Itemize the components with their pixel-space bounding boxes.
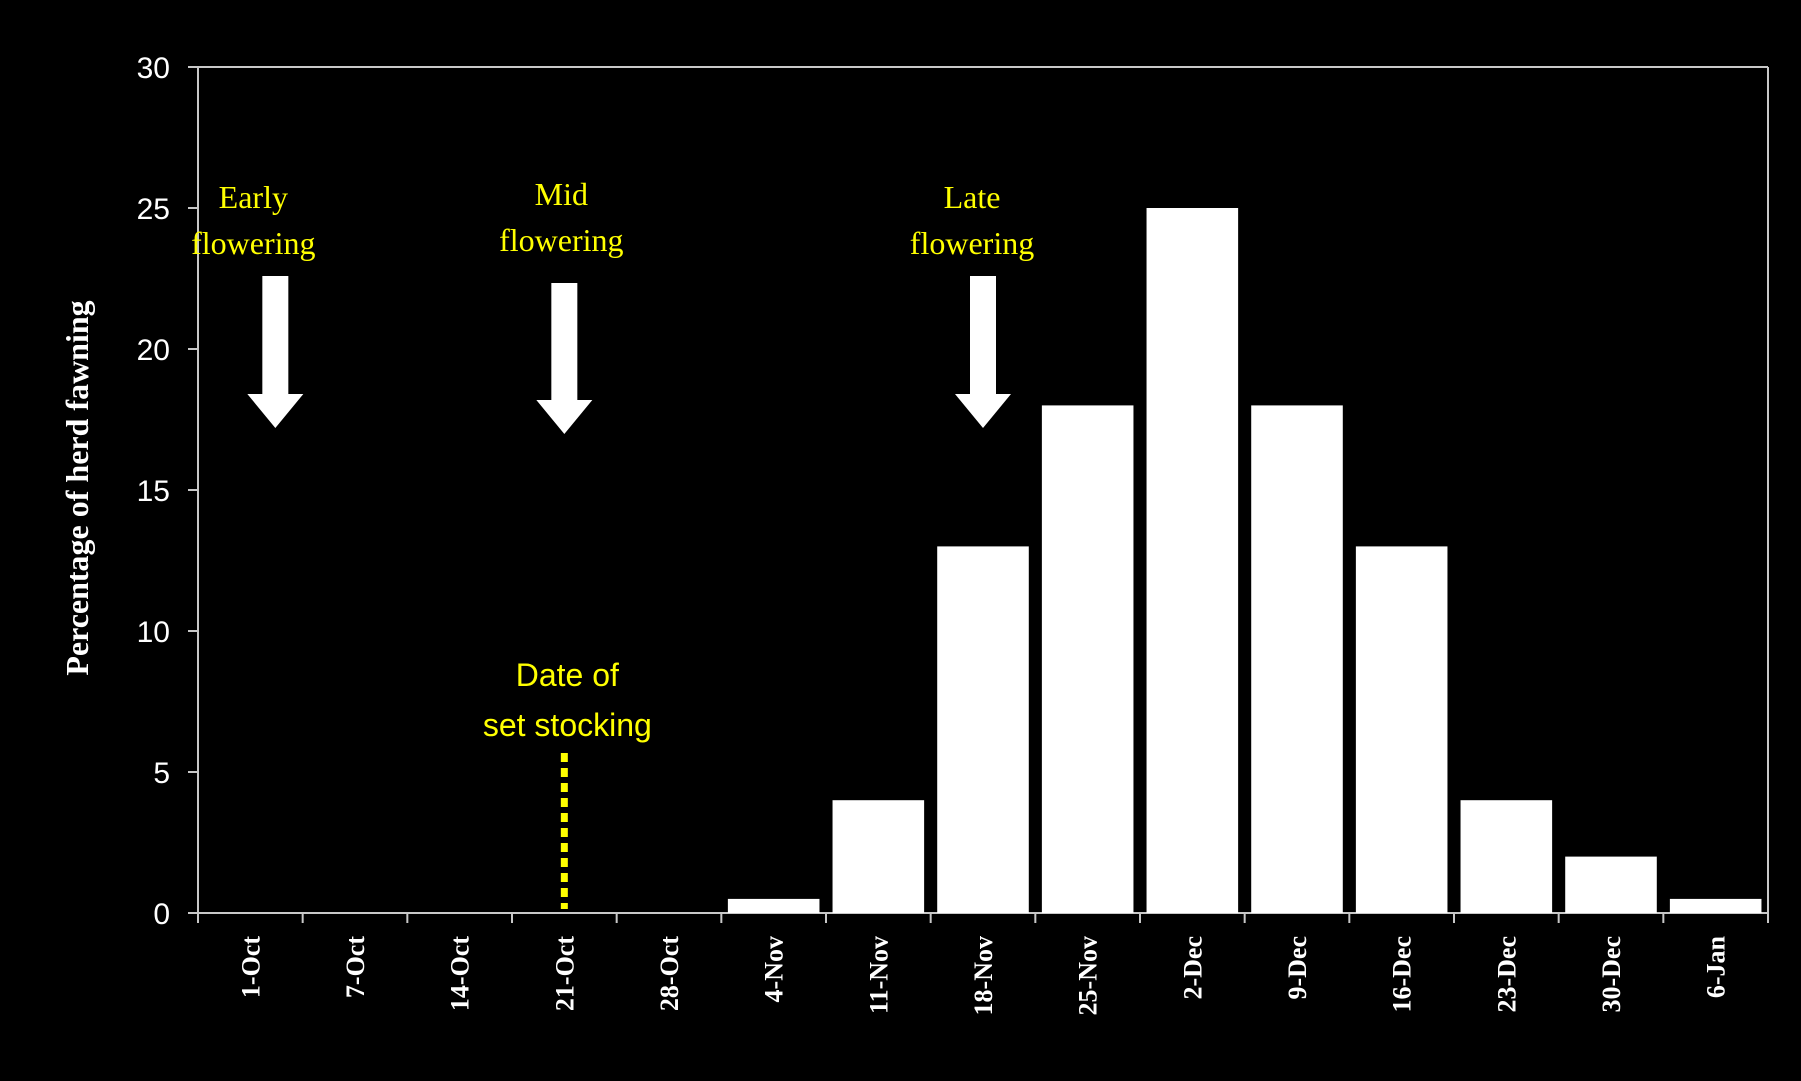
x-axis-ticks: 1-Oct 7-Oct 14-Oct 21-Oct 28-Oct 4-Nov 11-Nov 1… [197,913,1769,1015]
late-label-line: flowering [910,225,1034,261]
bar [1355,546,1448,913]
x-tick-label: 25-Nov [1074,936,1103,1015]
bar [1146,208,1239,913]
x-tick-label: 9-Dec [1283,936,1312,1000]
mid-label-line: flowering [499,222,623,258]
mid-label-line: Mid [535,176,588,212]
x-tick-label: 28-Oct [655,936,684,1011]
y-tick-label: 15 [137,475,170,508]
y-tick-label: 5 [153,757,170,790]
x-tick-label: 30-Dec [1597,936,1626,1013]
x-tick-label: 18-Nov [969,936,998,1015]
x-tick-label: 6-Jan [1702,935,1731,998]
y-tick-label: 0 [153,898,170,931]
bar [727,898,820,913]
x-tick-label: 14-Oct [446,936,475,1011]
x-tick-label: 1-Oct [236,936,265,998]
bar [937,546,1029,913]
mid-arrow-icon [536,283,593,434]
bar [1251,405,1343,913]
early-label-line: Early [219,179,288,215]
x-tick-label: 2-Dec [1178,936,1207,1000]
early-arrow-icon [247,276,304,428]
y-axis-ticks: 0 5 10 15 20 25 30 [137,52,198,931]
y-tick-label: 20 [137,334,170,367]
early-label-line: flowering [191,225,315,261]
y-tick-label: 25 [137,193,170,226]
x-tick-label: 16-Dec [1388,936,1417,1013]
stocking-label-line: Date of [516,657,619,693]
late-arrow-icon [955,276,1011,428]
y-tick-label: 10 [137,616,170,649]
x-tick-label: 21-Oct [550,936,579,1011]
stocking-label-line: set stocking [483,707,652,743]
bar [1041,405,1134,913]
bars-group [727,208,1762,913]
annotations-group: Early flowering Mid flowering Late flowering D… [191,176,1034,909]
late-label-line: Late [944,179,1001,215]
y-axis-title: Percentage of herd fawning [59,300,95,675]
x-tick-label: 4-Nov [760,936,789,1002]
x-tick-label: 23-Dec [1492,936,1521,1013]
bar [1460,800,1553,913]
bar [1565,856,1657,913]
bar [832,800,925,913]
x-tick-label: 11-Nov [864,936,893,1014]
bar [1669,898,1762,913]
y-tick-label: 30 [137,52,170,85]
x-tick-label: 7-Oct [341,936,370,998]
